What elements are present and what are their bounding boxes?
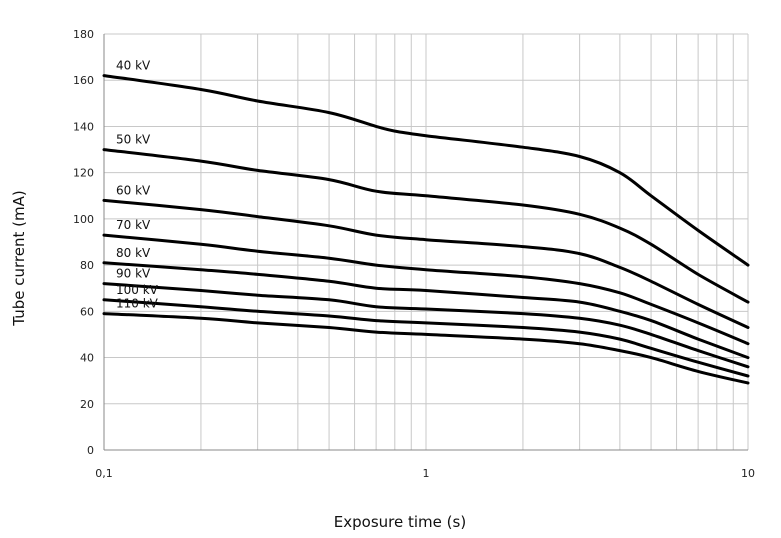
- x-tick-label: 0,1: [95, 467, 113, 480]
- series-line: [102, 233, 750, 346]
- y-tick-label: 140: [73, 120, 94, 133]
- series-label: 60 kV: [116, 183, 151, 197]
- y-tick-labels: 0 20 40 60 80 100 120 140 160 180: [73, 28, 94, 457]
- x-axis-title: Exposure time (s): [334, 513, 466, 531]
- series-line: [102, 282, 750, 369]
- series-label: 70 kV: [116, 218, 151, 232]
- x-tick-label: 10: [741, 467, 755, 480]
- series-label: 80 kV: [116, 246, 151, 260]
- y-tick-label: 40: [80, 352, 94, 365]
- series-line: [102, 261, 750, 360]
- series-label: 90 kV: [116, 267, 151, 281]
- y-tick-label: 80: [80, 259, 94, 272]
- y-axis-title: Tube current (mA): [10, 190, 28, 326]
- x-tick-labels: 0,1 1 10: [95, 467, 755, 480]
- y-tick-label: 180: [73, 28, 94, 41]
- series-labels: 40 kV 50 kV 60 kV 70 kV 80 kV 90 kV 100 kV110 …: [116, 59, 159, 311]
- series-line: [102, 198, 750, 329]
- series-line: [102, 74, 750, 267]
- series-label: 40 kV: [116, 59, 151, 73]
- y-tick-label: 0: [87, 444, 94, 457]
- series-label: 50 kV: [116, 133, 151, 147]
- axes: [103, 34, 748, 451]
- y-tick-label: 20: [80, 398, 94, 411]
- y-tick-label: 60: [80, 305, 94, 318]
- y-tick-label: 160: [73, 74, 94, 87]
- grid: [103, 33, 749, 451]
- x-tick-label: 1: [423, 467, 430, 480]
- series-lines: [102, 74, 750, 385]
- y-tick-label: 100: [73, 213, 94, 226]
- series-label: 110 kV: [116, 297, 159, 311]
- series-line: [102, 298, 750, 378]
- series-line: [102, 148, 750, 304]
- series-label: 100 kV: [116, 283, 159, 297]
- y-tick-label: 120: [73, 167, 94, 180]
- series-line: [102, 312, 750, 385]
